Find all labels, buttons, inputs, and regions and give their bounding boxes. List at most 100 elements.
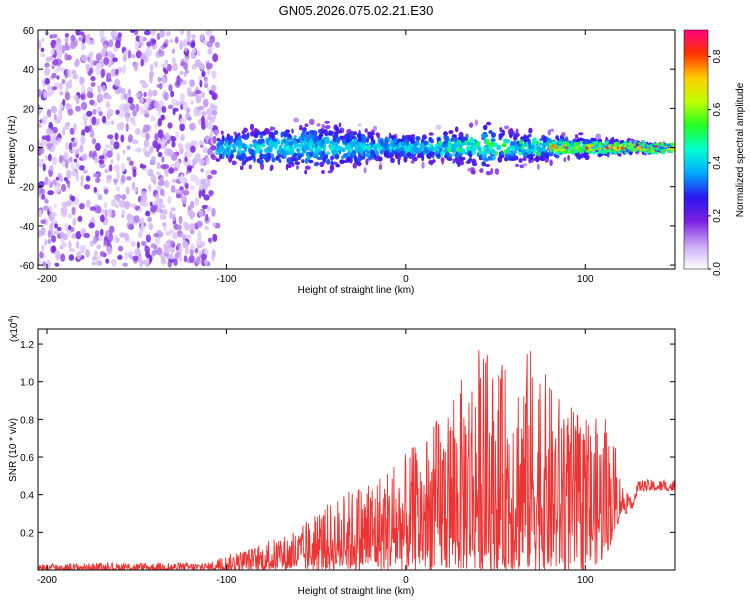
snr-ytick-label: 1.2 [20, 340, 34, 351]
spectrogram-cell [287, 133, 291, 139]
spectrogram-cell [298, 148, 303, 152]
spectrogram-cell [234, 139, 240, 147]
spectrogram-cell [139, 259, 143, 268]
spectrogram-cell [153, 60, 159, 68]
spectrogram-cell [133, 62, 139, 72]
spectrogram-cell [190, 242, 195, 251]
spectrogram-cell [270, 126, 276, 131]
spectrogram-cell [222, 152, 225, 160]
spectrogram-cell [126, 213, 132, 222]
snr-ytick-label: 0.6 [20, 453, 34, 464]
spectrogram-cell [210, 38, 215, 43]
spectrogram-cell [90, 67, 94, 74]
spectrogram-cell [657, 142, 660, 146]
spectrogram-cell [590, 137, 595, 142]
spectrogram-cell [44, 154, 49, 161]
spectrogram-cell [318, 141, 325, 148]
spectrogram-cell [521, 149, 527, 154]
spectrogram-cell [80, 94, 85, 100]
spectrogram-cell [172, 57, 176, 64]
spectrogram-cell [173, 167, 178, 172]
spectrogram-cell [338, 122, 342, 128]
spectrogram-cell [79, 144, 84, 153]
spectrogram-cell [558, 151, 564, 154]
spectrogram-cell [95, 142, 101, 151]
spectrogram-cell [59, 154, 63, 164]
spectrogram-cell [52, 126, 58, 134]
spectrogram-cell [100, 37, 105, 44]
spectrogram-cell [122, 262, 129, 267]
spectrogram-cell [176, 75, 181, 84]
spectrogram-cell [271, 133, 275, 140]
spectrogram-cell [136, 241, 140, 249]
spectrogram-cell [163, 92, 169, 101]
spectrogram-cell [283, 152, 287, 159]
spectrogram-cell [308, 144, 311, 148]
spectrogram-cell [130, 103, 136, 111]
spectrogram-cell [573, 143, 577, 146]
spectrogram-cell [178, 175, 184, 183]
spectrogram-cell [124, 200, 131, 210]
spectrogram-cell [147, 216, 153, 223]
spectrogram-cell [150, 115, 156, 122]
spectrogram-cell [108, 39, 114, 48]
spectrogram-cell [432, 159, 436, 163]
spectrogram-cell [582, 138, 585, 144]
spectrogram-cell [146, 168, 150, 174]
spectrogram-cell [256, 131, 263, 135]
spectrogram-cell [208, 190, 213, 197]
spectrogram-cell [50, 105, 58, 114]
spectrogram-cell [182, 39, 188, 47]
spectrogram-cell [202, 146, 208, 154]
spectrogram-cell [119, 199, 126, 208]
spectrogram-cell [561, 142, 563, 145]
spectrogram-cell [198, 209, 204, 218]
spectrogram-cell [230, 149, 234, 154]
spectrogram-cell [220, 130, 224, 135]
spectrogram-cell [206, 87, 210, 92]
spectrogram-cell [95, 53, 103, 62]
spectrogram-cell [301, 146, 305, 152]
spectrogram-cell [147, 89, 153, 98]
spectrogram-cell [146, 41, 152, 47]
spectrogram-cell [287, 158, 292, 164]
spectrogram-cell [412, 145, 418, 152]
spectrogram-cell [397, 158, 401, 166]
spectrogram-cell [159, 100, 164, 108]
spectrogram-cell [343, 160, 349, 163]
spectrogram-cell [383, 142, 389, 149]
spectrogram-cell [319, 161, 325, 168]
spectrogram-cell [421, 154, 425, 162]
spectrogram-cell [498, 133, 504, 139]
spectrogram-cell [141, 82, 149, 89]
spectrogram-cell [121, 208, 126, 216]
colorbar-ticks: 0.0 0.2 0.4 0.6 0.8 [708, 49, 723, 276]
spectrogram-cell [171, 48, 175, 54]
spectrogram-cell [564, 143, 568, 148]
spectrogram-cell [337, 130, 341, 134]
spectrogram-cell [539, 138, 543, 142]
spectrogram-cell [52, 179, 57, 185]
spectrogram-cell [198, 140, 204, 146]
spectrogram-cell [628, 140, 632, 143]
spectrogram-cell [433, 151, 439, 155]
spectrogram-cell [116, 186, 120, 192]
spectrogram-cell [582, 147, 586, 150]
spectrogram-cell [89, 206, 97, 211]
spectrogram-cell [486, 171, 491, 176]
spectrogram-cell [40, 226, 46, 236]
spectrogram-cell [290, 148, 295, 156]
spectrogram-cell [72, 74, 79, 80]
spectrogram-cell [395, 148, 401, 153]
spectrogram-cell [73, 158, 78, 163]
spectrogram-cell [618, 150, 621, 154]
spectrogram-cell [189, 122, 196, 131]
spectrogram-cell [365, 152, 370, 158]
spectrogram-cell [38, 122, 42, 129]
spectrogram-cell [518, 158, 523, 163]
spectrogram-cell [161, 105, 167, 113]
spectrogram-cell [338, 149, 342, 155]
spectrogram-cell [70, 34, 76, 43]
snr-xtick-label: -100 [216, 575, 236, 586]
